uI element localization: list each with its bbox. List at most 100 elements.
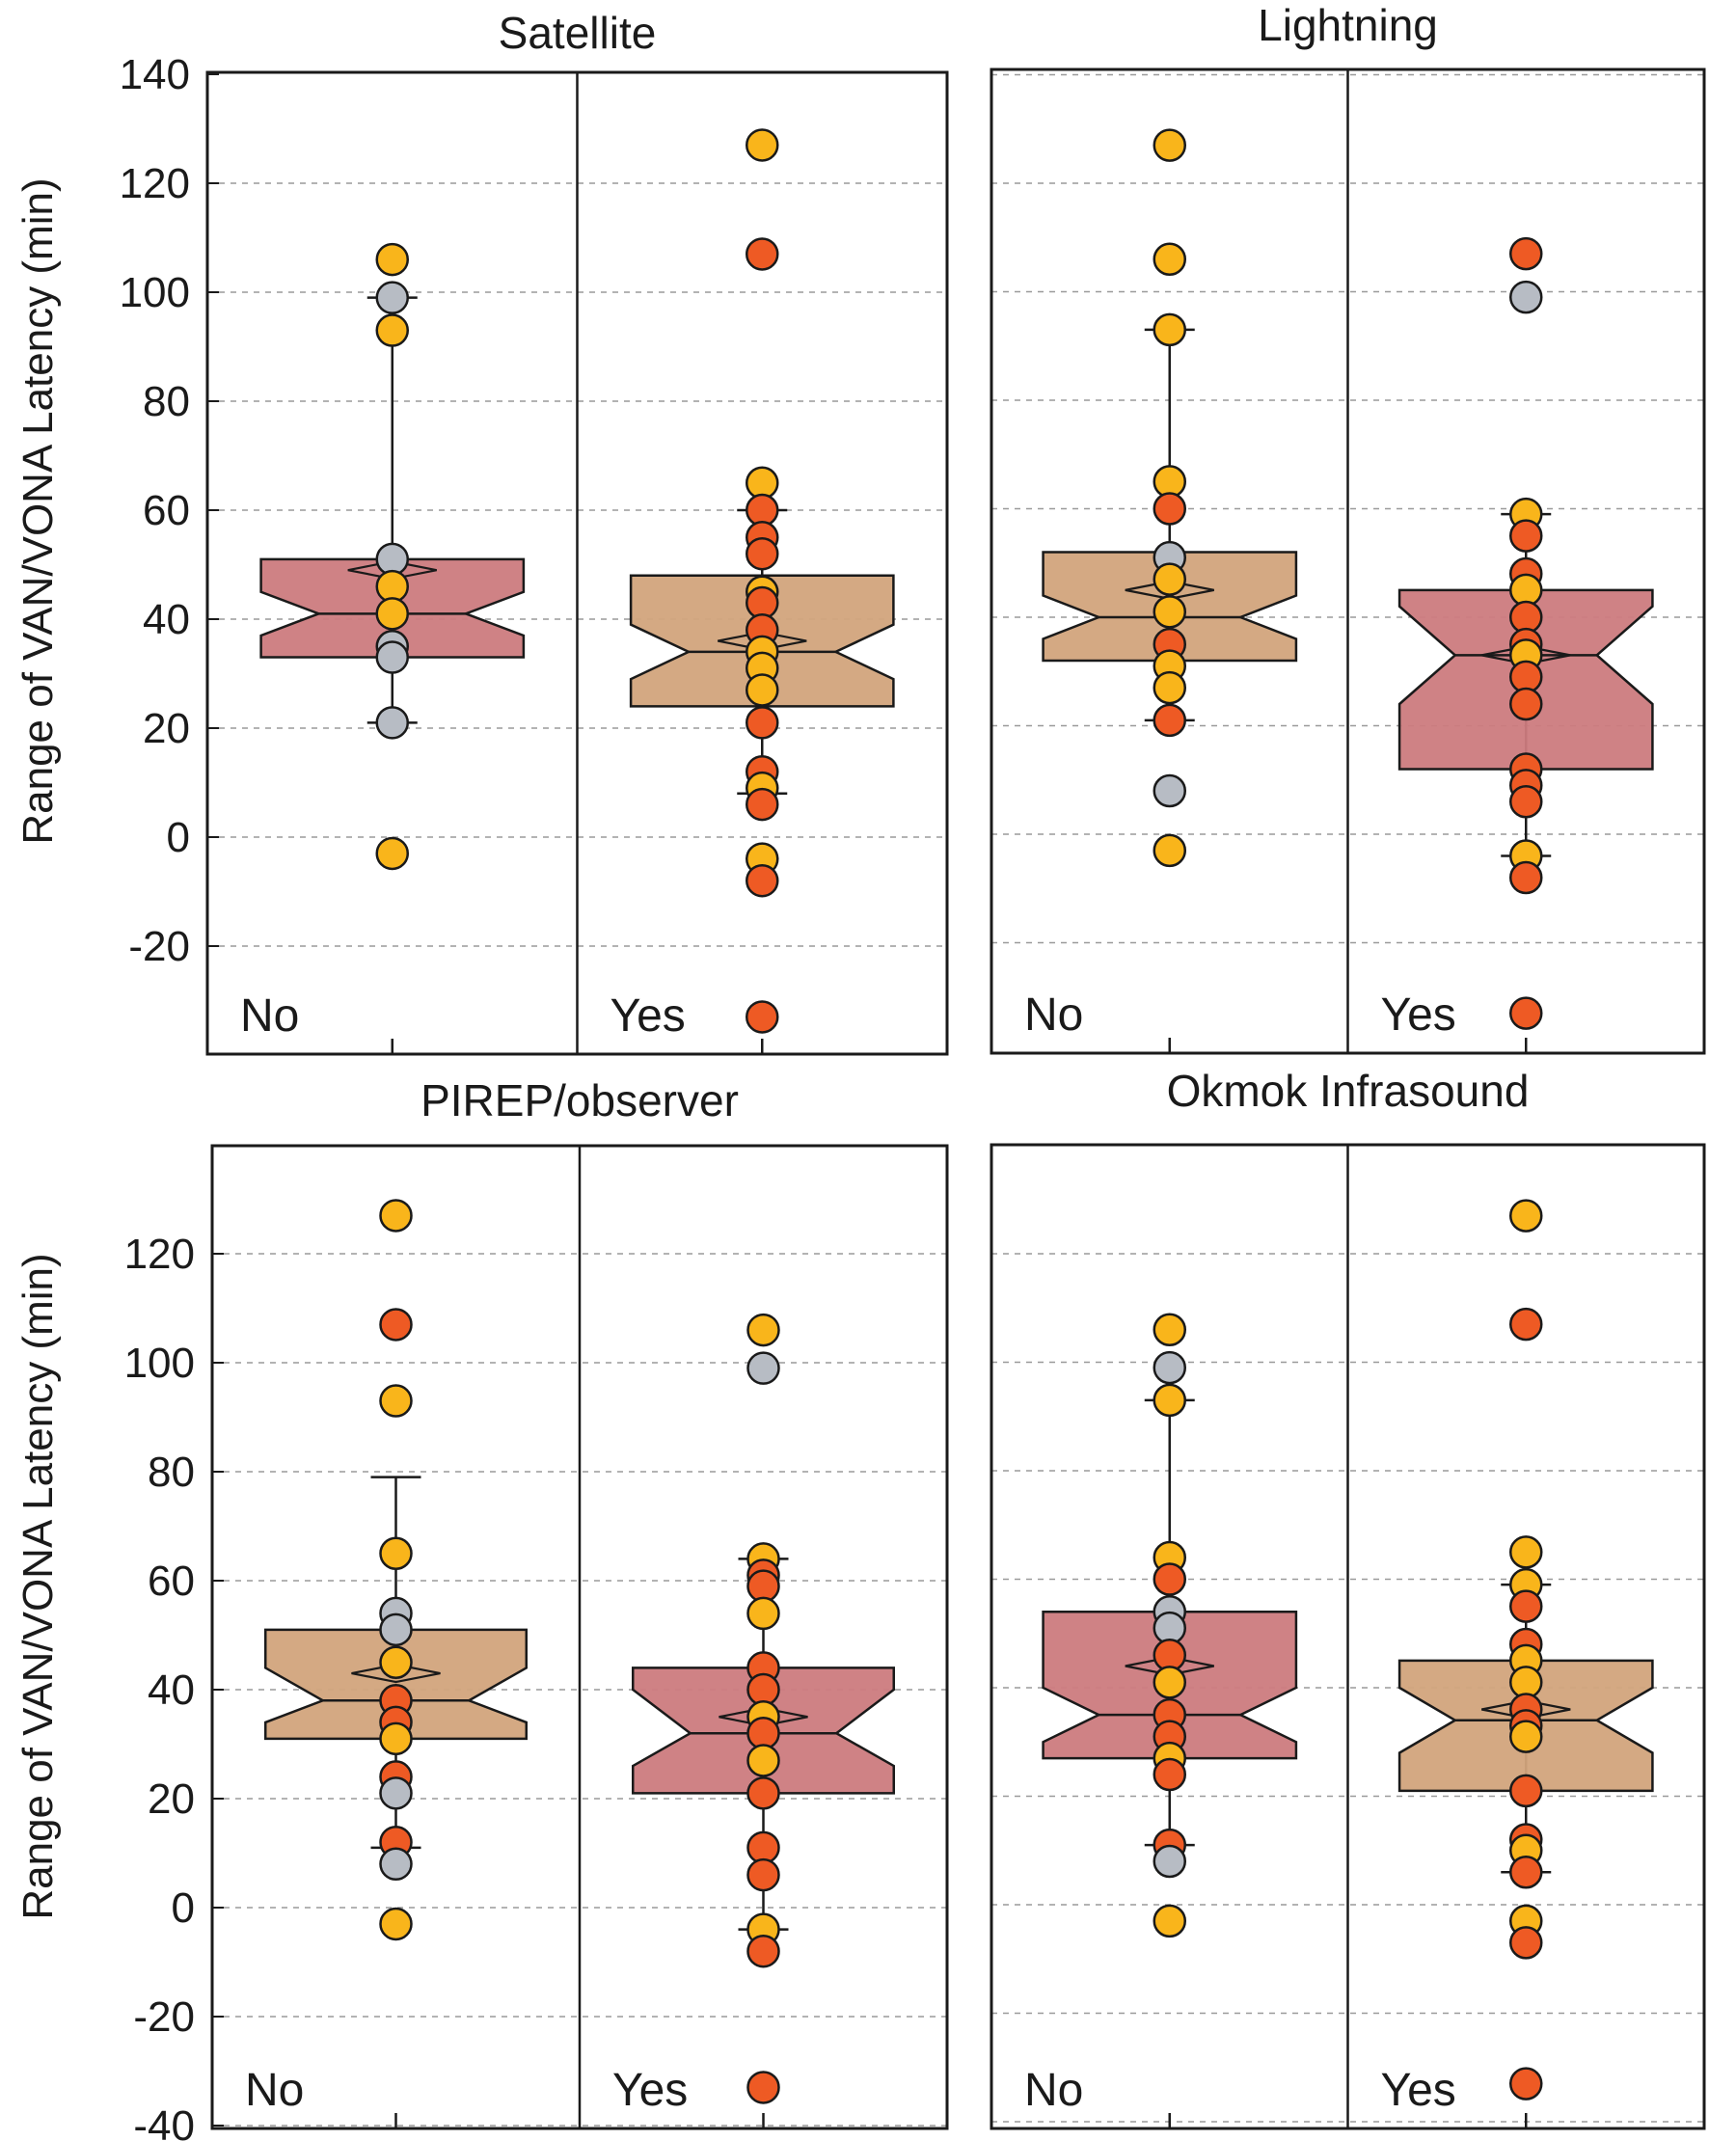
data-point-yellow [1153,312,1186,347]
data-point-yellow [379,1907,413,1941]
data-point-yellow [379,1199,413,1233]
panel-okmok-infrasound: Okmok Infrasound No Yes [990,1066,1706,2130]
data-point-yellow [1153,1904,1186,1938]
panel-pirep-observer: PIREP/observer 120 100 80 60 40 20 0 -20 -40 No Yes [124,1075,949,2141]
data-point-yellow [375,313,409,347]
group-label: No [1024,2065,1083,2116]
group-label: No [245,2065,304,2116]
y-tick-label: 140 [120,51,190,98]
data-point-orange [1153,1562,1186,1596]
data-point-orange [1509,996,1543,1030]
data-point-yellow [375,242,409,277]
y-tick-label: 60 [148,1558,195,1605]
data-point-gray [375,706,409,740]
data-point-gray [1153,1350,1186,1385]
data-point-yellow [1509,1720,1543,1753]
y-axis-label-bottom: Range of VAN/VONA Latency (min) [14,1253,62,1919]
data-point-orange [746,787,779,822]
data-point-yellow [746,1744,780,1777]
data-point-yellow [379,1721,413,1756]
data-point-yellow [1153,128,1186,162]
data-point-yellow [1153,1666,1186,1699]
data-point-yellow [1153,1313,1186,1346]
panel-title: Lightning [1258,0,1438,50]
data-point-yellow [375,597,409,631]
y-tick-label: -40 [133,2102,195,2141]
group-label: No [1024,989,1083,1041]
data-point-yellow [375,836,409,871]
data-point-orange [746,536,779,571]
group-yes: Yes [1381,1199,1654,2128]
y-tick-label: 20 [148,1775,195,1823]
data-point-yellow [1153,562,1186,596]
data-point-orange [1153,703,1186,738]
data-point-orange [1153,492,1186,526]
data-point-gray [379,1613,413,1647]
data-point-orange [746,1000,779,1034]
group-label: Yes [1381,2065,1456,2116]
data-point-orange [1509,1589,1543,1623]
data-point-orange [746,706,779,740]
data-point-yellow [1153,670,1186,705]
data-point-yellow [1509,1199,1543,1233]
data-point-yellow [379,1645,413,1679]
data-point-gray [1509,280,1543,314]
data-point-orange [746,1857,780,1892]
y-tick-label: 0 [167,814,190,861]
group-no: No [245,1199,529,2128]
data-point-orange [1509,236,1543,271]
panel-satellite: Satellite 140 120 100 80 60 40 20 0 -20 No Yes [120,8,949,1056]
y-axis-label-top: Range of VAN/VONA Latency (min) [14,177,62,844]
y-tick-label: 80 [148,1449,195,1496]
data-point-orange [1509,1774,1543,1808]
group-label: Yes [610,990,686,1042]
data-point-yellow [1153,833,1186,868]
y-tick-label: 40 [148,1667,195,1714]
data-point-yellow [1509,1535,1543,1569]
data-point-gray [1153,773,1186,808]
data-point-orange [379,1308,413,1342]
data-point-yellow [746,1313,780,1347]
data-point-gray [375,640,409,674]
data-point-orange [1509,1856,1543,1889]
y-tick-label: 40 [143,596,190,643]
panel-title: Okmok Infrasound [1167,1066,1530,1116]
data-point-orange [1509,1307,1543,1342]
data-point-orange [1509,519,1543,553]
group-label: Yes [612,2065,688,2116]
data-point-yellow [379,1536,413,1570]
data-point-orange [1509,2067,1543,2100]
y-tick-label: 20 [143,705,190,752]
y-tick-label: 120 [124,1231,195,1278]
y-tick-label: 100 [120,269,190,316]
group-yes: Yes [1381,236,1654,1053]
group-label: No [240,990,299,1042]
data-point-orange [1153,1757,1186,1792]
data-point-orange [746,1776,780,1810]
data-point-yellow [746,128,779,162]
data-point-orange [1509,1926,1543,1960]
panel-title: Satellite [499,8,657,58]
data-point-gray [379,1776,413,1810]
panel-title: PIREP/observer [420,1075,739,1125]
group-yes: Yes [610,128,895,1054]
group-no: No [1024,128,1298,1053]
panel-lightning: Lightning No Yes [990,0,1706,1055]
data-point-yellow [379,1384,413,1418]
data-point-orange [746,863,779,898]
group-label: Yes [1381,989,1456,1041]
data-point-gray [746,1351,780,1385]
y-tick-label: 60 [143,487,190,534]
data-point-orange [746,2071,780,2104]
y-tick-label: 100 [124,1340,195,1387]
data-point-orange [746,237,779,271]
data-point-gray [1153,1844,1186,1879]
group-no: No [1024,1313,1298,2128]
y-tick-label: -20 [133,1993,195,2041]
group-yes: Yes [612,1313,896,2128]
data-point-yellow [746,673,779,707]
data-point-yellow [1153,595,1186,629]
data-point-orange [1509,687,1543,721]
